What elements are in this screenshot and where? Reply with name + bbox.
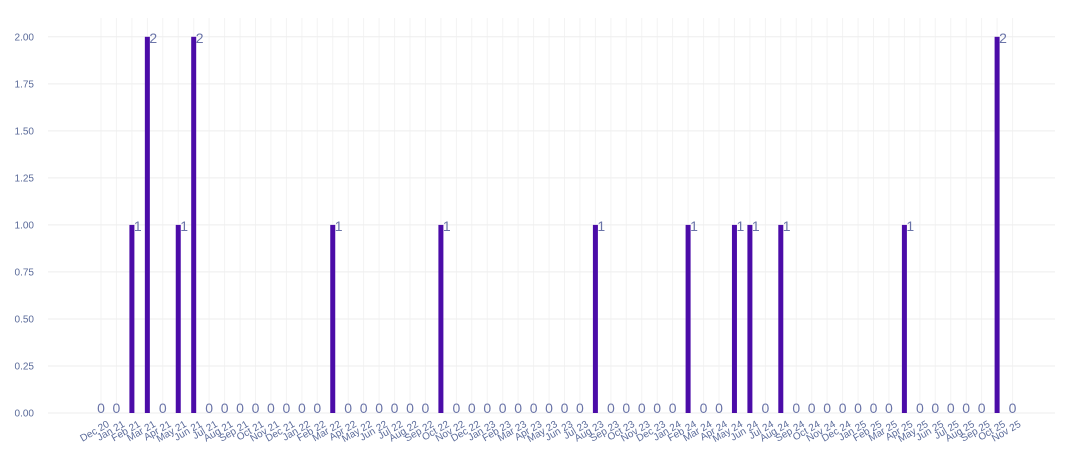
data-label: 0	[468, 400, 476, 416]
bar[interactable]	[901, 224, 907, 413]
data-label: 0	[236, 400, 244, 416]
data-label: 0	[622, 400, 630, 416]
data-label: 0	[344, 400, 352, 416]
data-label: 0	[839, 400, 847, 416]
data-label: 1	[906, 218, 914, 234]
data-label: 0	[576, 400, 584, 416]
data-label: 2	[149, 30, 157, 46]
y-tick-label: 2.00	[15, 32, 35, 43]
y-tick-label: 0.00	[15, 409, 35, 420]
bar[interactable]	[592, 224, 598, 413]
data-label: 1	[736, 218, 744, 234]
bar[interactable]	[330, 224, 336, 413]
bar[interactable]	[175, 224, 181, 413]
data-label: 0	[978, 400, 986, 416]
bar[interactable]	[438, 224, 444, 413]
data-label: 1	[597, 218, 605, 234]
data-label: 0	[159, 400, 167, 416]
data-label: 0	[221, 400, 229, 416]
data-label: 0	[283, 400, 291, 416]
data-label: 2	[999, 30, 1007, 46]
data-label: 1	[783, 218, 791, 234]
data-label: 0	[561, 400, 569, 416]
data-label: 0	[205, 400, 213, 416]
bar[interactable]	[129, 224, 135, 413]
data-label: 0	[391, 400, 399, 416]
data-label: 0	[653, 400, 661, 416]
data-label: 0	[700, 400, 708, 416]
data-label: 0	[962, 400, 970, 416]
data-label: 0	[313, 400, 321, 416]
data-label: 0	[1009, 400, 1017, 416]
data-label: 0	[499, 400, 507, 416]
bar[interactable]	[144, 36, 150, 414]
bar[interactable]	[747, 224, 753, 413]
data-label: 0	[483, 400, 491, 416]
y-axis: 0.00 0.25 0.50 0.75 1.00 1.25 1.50 1.75 2.00	[15, 32, 35, 419]
data-label: 0	[823, 400, 831, 416]
data-label: 0	[870, 400, 878, 416]
data-label: 0	[761, 400, 769, 416]
data-label: 0	[452, 400, 460, 416]
y-tick-label: 1.00	[15, 220, 35, 231]
data-label: 0	[669, 400, 677, 416]
data-label: 0	[931, 400, 939, 416]
data-label: 0	[808, 400, 816, 416]
data-label: 0	[792, 400, 800, 416]
data-label: 0	[638, 400, 646, 416]
data-label: 0	[252, 400, 260, 416]
y-tick-label: 0.25	[15, 361, 35, 372]
bar[interactable]	[778, 224, 784, 413]
data-label: 0	[422, 400, 430, 416]
data-label: 0	[113, 400, 121, 416]
data-label: 0	[360, 400, 368, 416]
data-label: 1	[690, 218, 698, 234]
y-tick-label: 1.75	[15, 79, 35, 90]
data-label: 0	[267, 400, 275, 416]
data-label: 0	[530, 400, 538, 416]
y-tick-label: 1.50	[15, 126, 35, 137]
data-label: 1	[752, 218, 760, 234]
data-label: 1	[134, 218, 142, 234]
bar[interactable]	[191, 36, 197, 414]
data-label: 0	[97, 400, 105, 416]
data-label: 0	[298, 400, 306, 416]
y-tick-label: 0.75	[15, 267, 35, 278]
data-label: 0	[885, 400, 893, 416]
bar[interactable]	[731, 224, 737, 413]
data-label: 0	[916, 400, 924, 416]
data-label: 0	[607, 400, 615, 416]
data-label: 1	[335, 218, 343, 234]
data-label: 0	[545, 400, 553, 416]
data-label: 0	[375, 400, 383, 416]
data-label: 1	[180, 218, 188, 234]
y-tick-label: 1.25	[15, 173, 35, 184]
bar[interactable]	[685, 224, 691, 413]
data-label: 0	[947, 400, 955, 416]
data-label: 0	[715, 400, 723, 416]
data-label: 0	[854, 400, 862, 416]
bars	[129, 36, 1000, 414]
data-label: 0	[406, 400, 414, 416]
bar[interactable]	[994, 36, 1000, 414]
data-label: 2	[196, 30, 204, 46]
data-label: 1	[443, 218, 451, 234]
y-tick-label: 0.50	[15, 314, 35, 325]
data-label: 0	[514, 400, 522, 416]
